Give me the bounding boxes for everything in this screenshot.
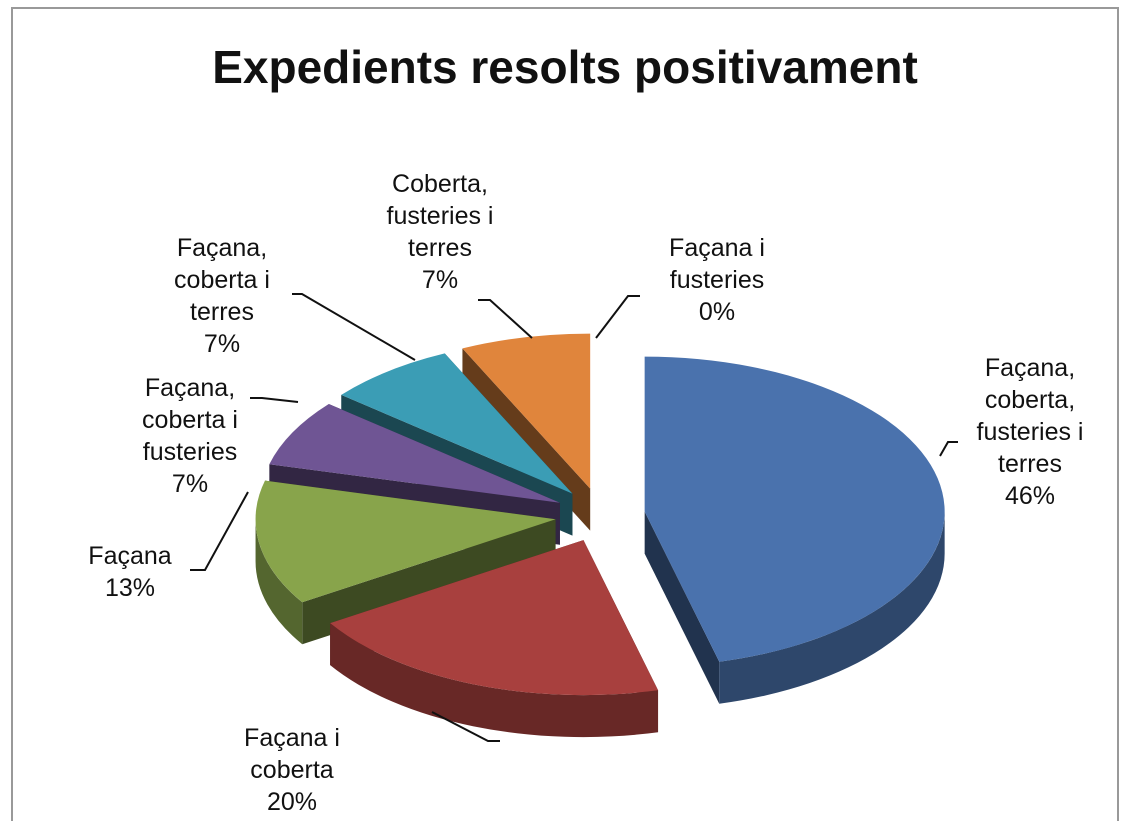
data-label: Façana, coberta i terres 7% <box>152 232 292 360</box>
label-value: 7% <box>171 470 209 498</box>
data-label: Façana, coberta i fusteries 7% <box>120 372 260 500</box>
leader-line <box>431 711 500 742</box>
slice <box>330 540 659 696</box>
label-value: 0% <box>698 298 736 326</box>
leader-line <box>939 441 958 457</box>
leader-line <box>250 397 299 403</box>
label-name: Façana i fusteries <box>669 234 765 294</box>
label-value: 13% <box>104 574 156 602</box>
data-label: Façana i coberta 20% <box>227 722 357 818</box>
slice <box>462 333 591 489</box>
slice <box>255 480 556 603</box>
slice <box>341 353 573 494</box>
leader-line <box>292 293 416 361</box>
label-name: Façana, coberta i terres <box>174 234 270 326</box>
slice-side <box>330 623 659 738</box>
label-name: Façana, coberta i fusteries <box>142 374 238 466</box>
data-label: Façana i fusteries 0% <box>647 232 787 328</box>
label-value: 7% <box>203 330 241 358</box>
slice <box>644 356 945 662</box>
leader-line <box>190 491 249 571</box>
chart-title: Expedients resolts positivament <box>212 41 918 93</box>
label-name: Façana, coberta, fusteries i terres <box>976 354 1084 478</box>
label-value: 7% <box>421 266 459 294</box>
leader-lines <box>190 293 958 742</box>
slice-side <box>644 511 720 704</box>
slice-side <box>255 519 303 645</box>
data-label: Coberta, fusteries i terres 7% <box>365 168 515 296</box>
data-label: Façana, coberta, fusteries i terres 46% <box>955 352 1105 512</box>
slice <box>269 403 560 503</box>
label-name: Coberta, fusteries i terres <box>386 170 494 262</box>
data-label: Façana 13% <box>65 540 195 604</box>
chart-border <box>11 7 1119 821</box>
label-value: 20% <box>266 788 318 816</box>
leader-line <box>478 299 533 339</box>
leader-line <box>595 295 640 339</box>
label-value: 46% <box>1004 482 1056 510</box>
slice-side <box>719 511 945 704</box>
label-name: Façana i coberta <box>244 724 340 784</box>
label-name: Façana <box>88 542 172 570</box>
